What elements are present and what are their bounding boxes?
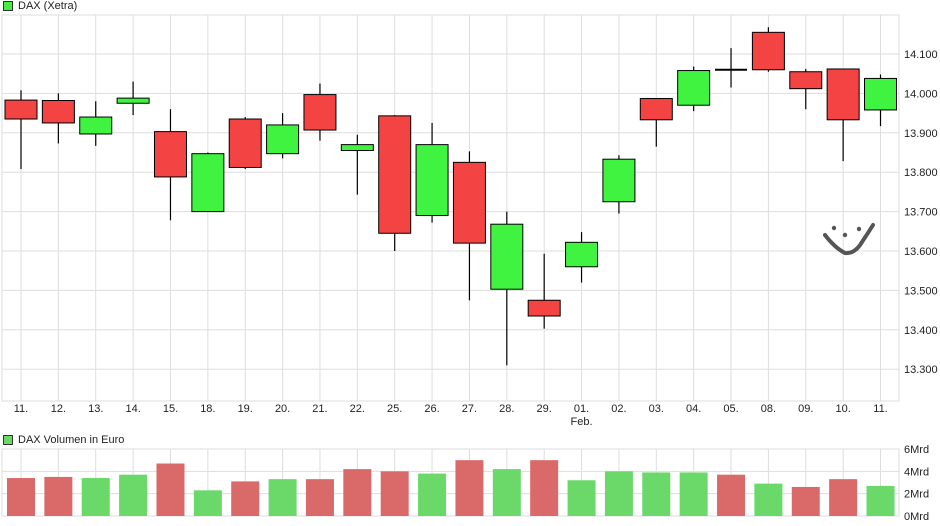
volume-bar (604, 471, 633, 516)
volume-bar (418, 473, 447, 516)
volume-bar (642, 472, 671, 516)
candle-body (340, 144, 374, 152)
price-legend-swatch (3, 1, 13, 11)
volume-bar (829, 479, 858, 516)
candle-body (153, 131, 187, 178)
x-tick-label: 29. (537, 403, 552, 415)
candle-body (191, 153, 225, 213)
smiley-eye (831, 225, 837, 231)
volume-bar (44, 476, 73, 516)
smiley-annotation (823, 223, 875, 256)
x-tick-label: 04. (686, 403, 701, 415)
candle-body (266, 124, 300, 155)
candle-body (677, 70, 711, 106)
candle-body (527, 299, 561, 317)
volume-bar (305, 479, 334, 516)
x-tick-label: 19. (238, 403, 253, 415)
y-tick-label: 14.000 (904, 88, 938, 100)
volume-bar (567, 480, 596, 516)
x-tick-label: 01. (574, 403, 589, 415)
month-label: Feb. (571, 416, 593, 428)
volume-bar (81, 478, 110, 516)
x-tick-label: 10. (835, 403, 850, 415)
volume-bar (193, 490, 222, 516)
price-plot-area (1, 14, 900, 402)
volume-bar (679, 472, 708, 516)
volume-legend: DAX Volumen in Euro (3, 434, 124, 446)
x-tick-label: 22. (350, 403, 365, 415)
volume-legend-swatch (3, 435, 13, 445)
volume-y-tick-label: 0Mrd (904, 511, 929, 523)
volume-bar (380, 471, 409, 516)
volume-legend-label: DAX Volumen in Euro (18, 434, 125, 446)
smiley-eye (842, 232, 848, 238)
y-tick-label: 13.300 (904, 364, 938, 376)
x-tick-label: 28. (499, 403, 514, 415)
candle-body (116, 97, 150, 104)
x-tick-label: 27. (462, 403, 477, 415)
x-tick-label: 20. (275, 403, 290, 415)
x-tick-label: 09. (798, 403, 813, 415)
candle-body (41, 99, 75, 124)
candle-body (826, 68, 860, 121)
candle-body (490, 223, 524, 290)
price-legend-label: DAX (Xetra) (18, 0, 78, 12)
x-tick-label: 13. (88, 403, 103, 415)
y-tick-label: 14.100 (904, 49, 938, 61)
y-tick-label: 13.600 (904, 246, 938, 258)
candle-body (79, 116, 113, 135)
candle-body (4, 99, 38, 120)
volume-bar (754, 483, 783, 516)
volume-bar (231, 481, 260, 516)
volume-bar (268, 479, 297, 516)
candle-body (228, 118, 262, 168)
x-tick-label: 11. (14, 403, 28, 415)
x-tick-label: 25. (387, 403, 402, 415)
candle-body (565, 241, 599, 268)
x-tick-label: 18. (200, 403, 215, 415)
y-tick-label: 13.400 (904, 325, 938, 337)
candle-body (452, 161, 486, 244)
candle-body (789, 71, 823, 90)
candle-body (602, 158, 636, 203)
volume-bar (455, 460, 484, 516)
volume-y-tick-label: 4Mrd (904, 466, 929, 478)
candle-body (415, 144, 449, 217)
volume-bar (343, 469, 372, 516)
x-tick-label: 08. (761, 403, 776, 415)
volume-bar (119, 474, 148, 516)
volume-bar (7, 478, 35, 516)
price-legend: DAX (Xetra) (3, 0, 77, 12)
y-tick-label: 13.800 (904, 167, 938, 179)
x-tick-label: 11. (873, 403, 887, 415)
x-tick-label: 02. (611, 403, 626, 415)
volume-bar (791, 486, 820, 516)
volume-bar (866, 485, 895, 516)
x-tick-label: 21. (312, 403, 327, 415)
y-tick-label: 13.700 (904, 207, 938, 219)
volume-bar (492, 469, 521, 516)
x-tick-label: 14. (125, 403, 140, 415)
volume-bar (530, 460, 559, 516)
candle-body (639, 98, 673, 121)
y-tick-label: 13.900 (904, 128, 938, 140)
candle-body (751, 31, 785, 71)
x-tick-label: 26. (424, 403, 439, 415)
candle-body (378, 115, 412, 234)
x-tick-label: 15. (163, 403, 178, 415)
candle-body (864, 77, 898, 111)
volume-y-tick-label: 6Mrd (904, 444, 929, 456)
y-tick-label: 13.500 (904, 285, 938, 297)
volume-bar (156, 463, 185, 516)
volume-y-tick-label: 2Mrd (904, 489, 929, 501)
x-tick-label: 05. (723, 403, 738, 415)
x-tick-label: 03. (649, 403, 664, 415)
x-tick-label: 12. (51, 403, 66, 415)
volume-plot-area (1, 448, 900, 517)
volume-bar (717, 474, 746, 516)
candle-body (303, 94, 337, 131)
smiley-eye (856, 226, 862, 232)
